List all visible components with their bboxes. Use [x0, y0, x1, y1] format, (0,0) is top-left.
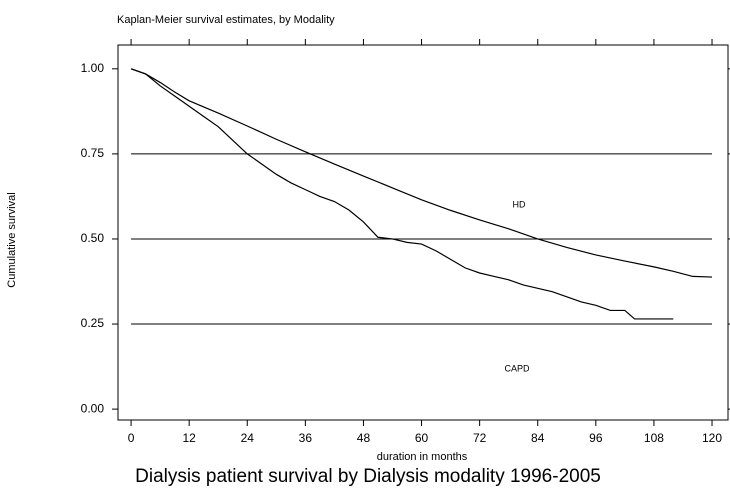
caption: Dialysis patient survival by Dialysis mo…	[135, 466, 601, 487]
chart-title: Kaplan-Meier survival estimates, by Moda…	[117, 14, 335, 26]
series-annotation: HD	[513, 199, 526, 209]
y-tick-label: 0.00	[81, 401, 105, 415]
series-annotation: CAPD	[504, 363, 530, 373]
x-tick-label: 72	[473, 431, 487, 445]
x-tick-label: 96	[589, 431, 603, 445]
survival-curve	[130, 68, 674, 320]
y-tick-label: 0.25	[81, 316, 105, 330]
x-tick-label: 0	[128, 431, 135, 445]
y-tick-label: 0.75	[81, 146, 105, 160]
x-tick-label: 120	[702, 431, 722, 445]
plot-frame	[117, 44, 729, 421]
x-axis-label: duration in months	[377, 451, 468, 463]
y-axis-label: Cumulative survival	[6, 192, 18, 287]
y-tick-label: 1.00	[81, 61, 105, 75]
x-tick-label: 84	[531, 431, 545, 445]
survival-curve	[130, 68, 713, 278]
x-tick-label: 24	[241, 431, 255, 445]
y-tick-label: 0.50	[81, 231, 105, 245]
x-tick-label: 12	[182, 431, 196, 445]
x-tick-label: 48	[357, 431, 371, 445]
x-tick-label: 36	[299, 431, 313, 445]
x-tick-label: 108	[644, 431, 664, 445]
x-tick-label: 60	[415, 431, 429, 445]
